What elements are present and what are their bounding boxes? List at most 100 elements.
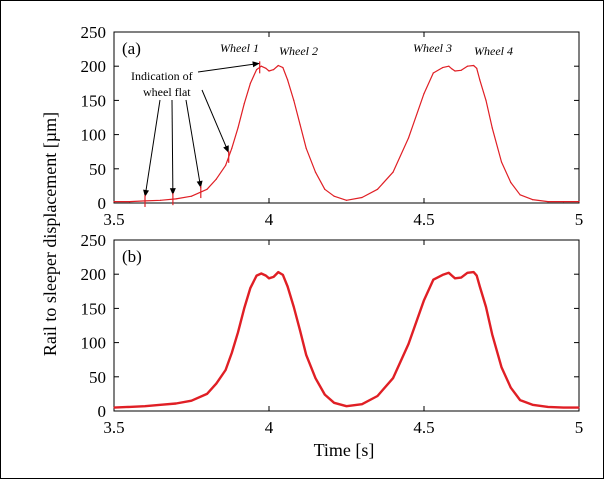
data-point (113, 201, 115, 203)
y-tick-label: 100 (81, 334, 107, 353)
y-tick-label: 150 (81, 299, 107, 318)
data-point (519, 194, 521, 196)
data-point (407, 137, 410, 139)
annotation-wheel-2: Wheel 2 (279, 44, 318, 58)
x-tick-label: 3.5 (103, 418, 124, 437)
annotation-wheel-flat-line2: wheel flat (143, 85, 191, 99)
data-point (547, 406, 549, 408)
data-point (159, 404, 162, 406)
y-tick-label: 200 (81, 57, 107, 76)
data-point (231, 352, 233, 354)
y-tick-label: 250 (81, 231, 107, 250)
data-point (407, 343, 410, 345)
data-point (562, 201, 565, 203)
y-tick-label: 100 (81, 126, 107, 145)
wheel-flat-arrow (201, 89, 230, 154)
data-point (293, 306, 295, 308)
data-point (175, 402, 177, 405)
data-point (485, 306, 487, 308)
data-point (345, 199, 348, 201)
x-tick-label: 4 (265, 210, 274, 229)
data-point (206, 188, 208, 190)
data-point (314, 377, 317, 379)
x-tick-label: 4 (265, 418, 274, 437)
data-point (273, 69, 275, 71)
data-point (442, 67, 444, 69)
data-point (299, 123, 301, 125)
data-point (392, 377, 394, 379)
data-point (473, 64, 475, 67)
panel-a: 0 50 100 150 200 250 3.5 4 4.5 5 (a) (81, 23, 584, 229)
data-point (265, 67, 267, 69)
data-point (432, 72, 434, 74)
data-point (225, 369, 227, 371)
x-tick-label: 4.5 (413, 418, 434, 437)
data-point (500, 366, 503, 368)
data-point (423, 299, 425, 301)
data-point (466, 65, 468, 67)
y-tick-label: 200 (81, 265, 107, 284)
data-point (510, 181, 512, 184)
data-point (376, 188, 379, 190)
data-point (519, 399, 521, 401)
panel-label: (a) (122, 39, 141, 58)
data-point (215, 383, 217, 385)
wheel-flat-arrow (171, 99, 174, 196)
y-tick-label: 50 (89, 160, 106, 179)
data-point (225, 164, 227, 166)
y-tick-label: 150 (81, 91, 107, 110)
data-point (243, 307, 245, 309)
data-point (460, 277, 462, 279)
data-point (361, 403, 363, 405)
data-point (423, 93, 425, 95)
data-point (273, 276, 275, 278)
y-tick-label: 50 (89, 368, 106, 387)
data-point (451, 68, 453, 70)
data-point (277, 271, 279, 273)
data-point (448, 65, 450, 67)
data-point (256, 69, 258, 71)
data-point (268, 277, 270, 279)
data-point (113, 407, 115, 409)
data-point (128, 201, 131, 203)
x-tick-label: 3.5 (103, 210, 124, 229)
data-point (299, 329, 301, 331)
data-point (243, 103, 245, 105)
data-point (206, 393, 208, 395)
annotation-wheel-flat-line1: Indication of (131, 69, 193, 83)
data-point (531, 404, 534, 406)
data-point (333, 402, 335, 404)
data-point (159, 199, 162, 201)
wheel-flat-arrows (143, 61, 261, 207)
panel-b: 0 50 100 150 200 250 3.5 4 4.5 5 (b) (81, 231, 584, 437)
data-point (260, 65, 262, 67)
data-point (531, 199, 534, 201)
data-point (454, 277, 456, 279)
data-point (256, 275, 258, 277)
data-point (361, 196, 363, 199)
x-tick-label: 5 (575, 418, 584, 437)
data-point (249, 287, 251, 289)
data-point (268, 70, 270, 72)
data-point (324, 188, 326, 190)
data-point (578, 407, 580, 409)
data-point (237, 127, 239, 129)
data-point (500, 161, 503, 163)
data-point (392, 171, 394, 173)
data-point (485, 99, 487, 101)
x-tick-label: 5 (575, 210, 584, 229)
data-point (454, 70, 456, 72)
y-tick-label: 0 (98, 402, 107, 421)
data-point (562, 407, 565, 409)
data-point (473, 271, 475, 273)
data-point (265, 275, 267, 277)
wheel-flat-arrowhead (143, 189, 150, 197)
wheel-flat-arrow (144, 99, 161, 198)
plot-area-a (113, 31, 580, 204)
wheel-flat-arrowhead (196, 180, 203, 189)
data-point (476, 67, 478, 69)
data-point (128, 406, 131, 408)
data-point (282, 274, 284, 276)
data-point (547, 201, 549, 203)
data-point (578, 201, 580, 203)
